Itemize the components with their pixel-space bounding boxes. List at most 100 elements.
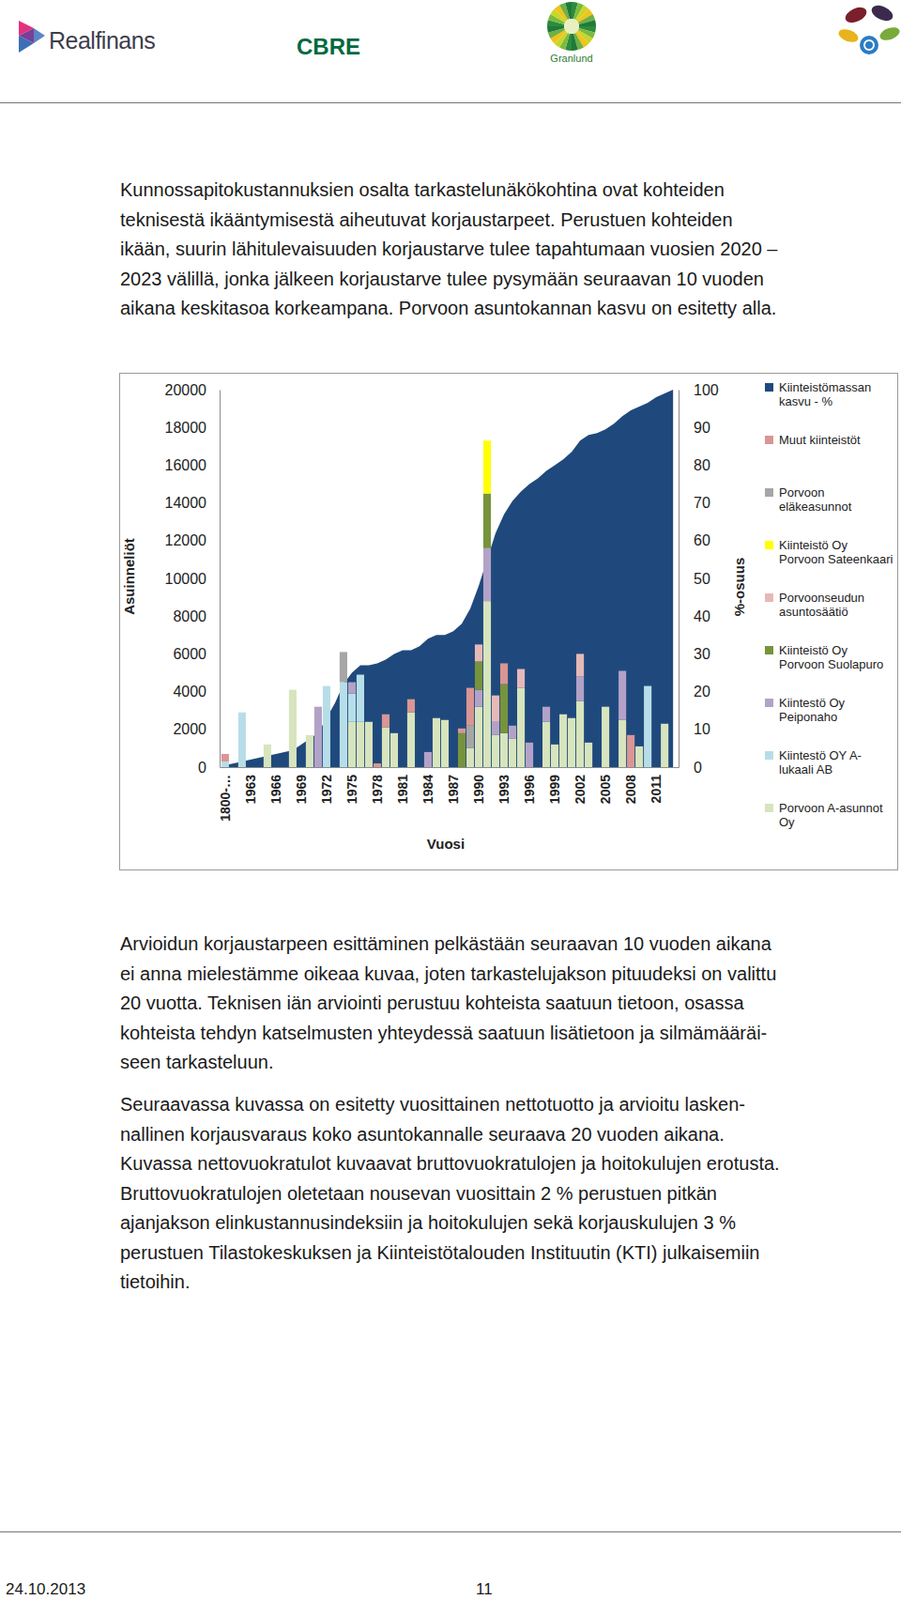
bar	[255, 766, 263, 768]
tick-label: 90	[693, 419, 711, 436]
legend-text: Kiinteistö Oy Porvoon Suolapuro	[778, 642, 896, 672]
tick: 20	[678, 683, 711, 700]
logo-shape	[869, 2, 896, 25]
paragraph-line: Arvioidun korjaustarpeen esittäminen pel…	[120, 929, 772, 960]
bar	[550, 744, 559, 767]
bar	[559, 713, 567, 715]
bar-series	[483, 440, 491, 493]
bar	[500, 733, 508, 767]
bar	[610, 766, 618, 768]
bar	[314, 705, 322, 707]
bar	[652, 766, 660, 768]
bar	[441, 718, 449, 720]
bar	[550, 743, 559, 745]
tick-label: 16000	[165, 457, 208, 474]
bar	[398, 766, 407, 768]
tick: 20000	[165, 381, 221, 398]
bar	[272, 766, 280, 768]
bar	[424, 750, 432, 752]
tick-label: 18000	[165, 419, 208, 436]
y-axis: 0200040006000800010000120001400016000180…	[165, 381, 221, 776]
bar	[407, 699, 415, 713]
bar	[339, 682, 348, 767]
bar	[643, 685, 652, 687]
tick-label: 1990	[471, 774, 487, 804]
bar	[508, 738, 517, 767]
bar	[415, 766, 424, 768]
bar	[331, 766, 339, 768]
tick-label: 1984	[420, 774, 436, 804]
bar	[415, 766, 424, 768]
tick-label: 8000	[172, 608, 207, 625]
bar	[474, 660, 483, 689]
bar	[525, 742, 534, 767]
tick: 2011	[648, 766, 664, 803]
bar	[618, 670, 627, 672]
bar	[272, 766, 280, 768]
tick-label: 1975	[344, 774, 360, 804]
legend-text: Porvoon eläkeasunnot	[778, 485, 896, 514]
bar	[635, 745, 643, 747]
bar	[652, 766, 660, 768]
paragraph-line: teknisestä ikääntymisestä aiheutuvat kor…	[120, 205, 734, 236]
bar	[348, 681, 356, 683]
tick-label: 1981	[395, 774, 411, 804]
tick-label: 30	[693, 645, 711, 662]
bar	[584, 741, 593, 743]
bar	[660, 722, 669, 724]
bar	[415, 766, 424, 768]
tick: 60	[678, 532, 711, 549]
bar	[331, 766, 339, 768]
bar	[491, 694, 500, 696]
bar	[474, 706, 483, 767]
bar	[365, 720, 373, 722]
tick: 0	[198, 759, 220, 776]
bar	[669, 766, 677, 768]
bar	[356, 673, 365, 675]
bar	[449, 766, 458, 768]
tick-label: 70	[693, 494, 711, 511]
bar	[550, 743, 559, 745]
paragraph-line: tietoihin.	[120, 1267, 191, 1298]
bar	[289, 688, 297, 690]
bar	[610, 766, 618, 768]
bar	[390, 732, 398, 734]
bar	[365, 720, 373, 722]
bar	[365, 720, 373, 722]
bar	[550, 743, 559, 745]
tick: 2002	[572, 766, 588, 804]
bar	[542, 721, 550, 767]
legend: Kiinteistömassan kasvu - %Muut kiinteist…	[764, 380, 899, 859]
paragraph-line: seen tarkasteluun.	[120, 1047, 274, 1078]
bar	[584, 741, 593, 743]
bar	[432, 717, 441, 718]
bar	[322, 685, 331, 687]
bar	[305, 733, 314, 735]
bar	[525, 741, 534, 743]
bar	[576, 653, 584, 655]
bar	[263, 743, 272, 745]
bar-series	[458, 493, 508, 767]
bar	[610, 766, 618, 768]
tick: 2000	[172, 720, 220, 737]
legend-swatch	[764, 698, 774, 707]
paragraph-line: Kuvassa nettovuokratulot kuvaavat brutto…	[120, 1148, 780, 1179]
bar	[365, 720, 373, 722]
bar	[567, 717, 576, 718]
tick-label: 4000	[172, 683, 207, 700]
tick-label: 10	[693, 720, 711, 737]
tick: 10	[678, 720, 711, 737]
tick: 14000	[165, 494, 221, 511]
bar	[365, 721, 373, 767]
bar	[474, 643, 483, 645]
bar	[398, 766, 407, 768]
bar	[635, 745, 643, 747]
bar	[491, 734, 500, 767]
bar	[610, 766, 618, 768]
bar	[246, 766, 255, 768]
bar	[593, 766, 601, 768]
bar	[238, 711, 246, 713]
bar	[398, 766, 407, 768]
bar	[508, 724, 517, 726]
bar	[398, 766, 407, 768]
